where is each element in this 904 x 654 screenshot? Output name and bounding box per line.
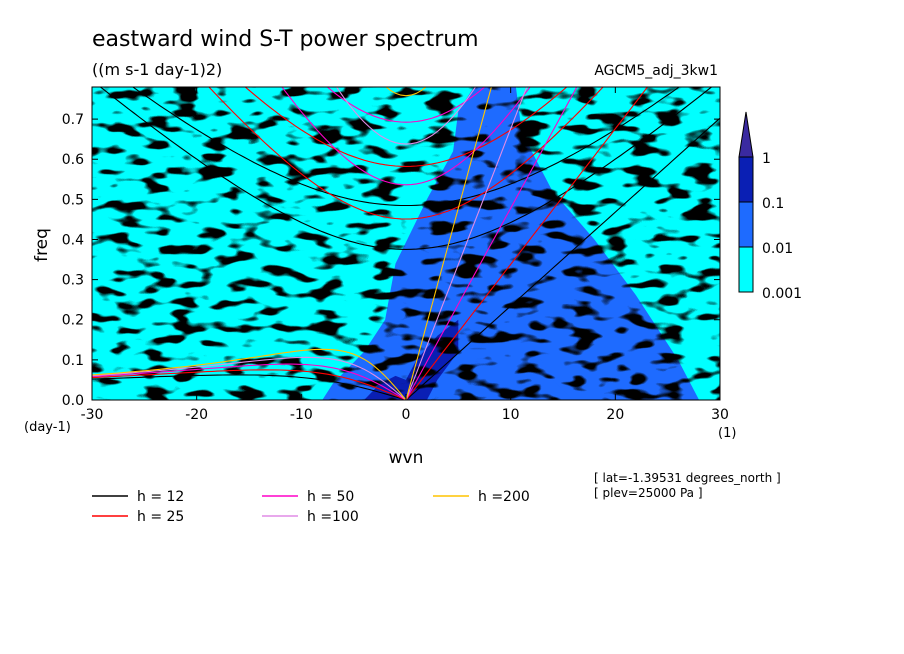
- x-tick-label: 30: [711, 407, 729, 423]
- legend-label-h200: h =200: [478, 489, 530, 505]
- legend-label-h100: h =100: [307, 509, 359, 525]
- y-axis-unit: (day-1): [24, 420, 71, 435]
- info-pressure-level: [ plev=25000 Pa ]: [594, 486, 703, 500]
- colorbar-extend-triangle: [738, 111, 754, 158]
- kelvin-curve-200: [405, 87, 492, 400]
- y-tick-label: 0.7: [62, 112, 84, 128]
- plot-area: [92, 0, 720, 400]
- y-axis-label: freq: [32, 228, 52, 262]
- inertio-gravity-n1-curve-200: [385, 87, 427, 97]
- y-tick-label: 0.1: [62, 353, 84, 369]
- x-tick-label: 0: [402, 407, 411, 423]
- info-latitude: [ lat=-1.39531 degrees_north ]: [594, 471, 781, 485]
- kelvin-curve-12: [405, 117, 720, 400]
- chart-title: eastward wind S-T power spectrum: [92, 27, 479, 52]
- chart-units: ((m s-1 day-1)2): [92, 60, 222, 79]
- inertio-gravity-n1-curve-12: [99, 87, 713, 250]
- colorbar-label: 0.001: [762, 286, 802, 302]
- colorbar-band-1: [738, 156, 754, 203]
- inertio-gravity-n1-curve-50: [281, 87, 531, 186]
- x-tick-label: 10: [502, 407, 520, 423]
- x-tick-label: -30: [81, 407, 104, 423]
- colorbar-band-001: [738, 246, 754, 293]
- colorbar-label: 0.01: [762, 241, 793, 257]
- kelvin-curve-100: [405, 87, 528, 400]
- kelvin-curve-50: [405, 87, 578, 400]
- x-tick-label: -10: [290, 407, 313, 423]
- below-threshold-noise: [92, 87, 720, 400]
- rossby-curve-25: [92, 369, 407, 400]
- x-axis-label: wvn: [389, 448, 424, 468]
- y-tick-label: 0.4: [62, 232, 84, 248]
- rossby-curve-12: [92, 374, 407, 400]
- inertio-gravity-n2-curve-50: [326, 87, 486, 123]
- dispersion-curves: [92, 0, 720, 400]
- colorbar-band-01: [738, 201, 754, 248]
- inertio-gravity-n1-curve-25: [208, 87, 604, 220]
- legend: h = 12 h = 25 h = 50 h =100 h =200: [92, 489, 530, 525]
- y-tick-label: 0.2: [62, 313, 84, 329]
- y-tick-label: 0.6: [62, 152, 84, 168]
- x-tick-label: 20: [606, 407, 624, 423]
- rossby-curve-100: [92, 356, 407, 400]
- rossby-curve-200: [92, 348, 407, 400]
- inertio-gravity-n1-curve-100: [335, 87, 477, 145]
- rossby-curve-50: [92, 363, 407, 400]
- y-tick-label: 0.5: [62, 192, 84, 208]
- inertio-gravity-n2-curve-200: [92, 0, 720, 7]
- axis-ticks: -30 -20 -10 0 10 20 30 0.0 0.1 0.2 0.3 0.4 0.5 0.6 0.7: [62, 87, 729, 423]
- y-tick-label: 0.3: [62, 273, 84, 289]
- x-axis-unit: (1): [718, 426, 736, 441]
- inertio-gravity-n2-curve-25: [244, 87, 568, 167]
- legend-label-h12: h = 12: [137, 489, 184, 505]
- kelvin-curve-25: [405, 87, 649, 400]
- legend-label-h50: h = 50: [307, 489, 354, 505]
- legend-label-h25: h = 25: [137, 509, 184, 525]
- colorbar-label: 0.1: [762, 196, 784, 212]
- run-label: AGCM5_adj_3kw1: [594, 63, 718, 79]
- x-tick-label: -20: [185, 407, 208, 423]
- y-tick-label: 0.0: [62, 393, 84, 409]
- colorbar: 1 0.1 0.01 0.001: [738, 111, 802, 302]
- colorbar-label: 1: [762, 151, 771, 167]
